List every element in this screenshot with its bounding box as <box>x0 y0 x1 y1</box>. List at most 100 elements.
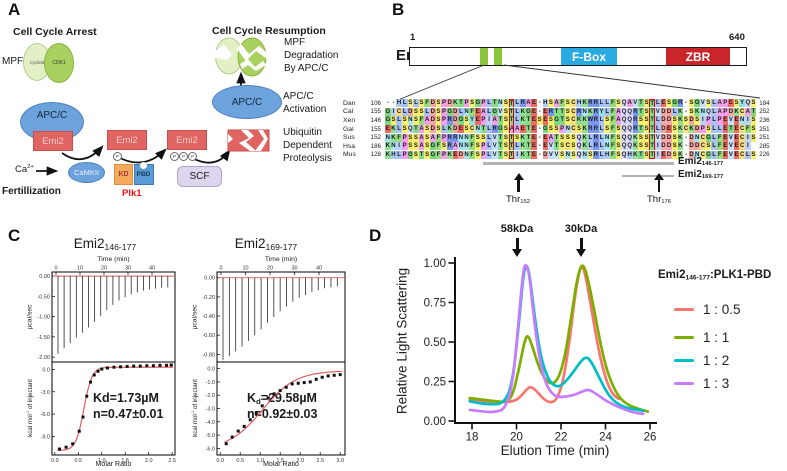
residue: E <box>722 125 729 134</box>
residue: F <box>745 125 751 134</box>
binding-data-point <box>230 435 234 439</box>
residue: T <box>418 150 425 159</box>
residue: F <box>559 99 565 108</box>
fbox-domain: F-Box <box>561 48 617 65</box>
residue: - <box>684 108 687 115</box>
binding-data-point <box>290 382 294 386</box>
ucal-tick-label: -0.80 <box>202 352 215 358</box>
residue-boxed: A <box>508 125 515 134</box>
residue: S <box>671 116 678 125</box>
residue: P <box>480 116 487 125</box>
residue: E <box>385 125 391 134</box>
residue: - <box>538 143 541 150</box>
residue: S <box>638 133 644 142</box>
residue: K <box>587 107 594 116</box>
residue: S <box>503 99 509 108</box>
peak-30kda-arrow-icon <box>576 238 586 257</box>
residue: S <box>705 125 712 134</box>
residue: D <box>407 107 414 116</box>
kcal-tick-label: 0.0 <box>207 367 215 373</box>
binding-data-point <box>138 364 142 368</box>
residue: V <box>655 133 661 142</box>
sec-y-tick-label: 0.00 <box>424 416 446 428</box>
residue: K <box>688 125 695 134</box>
residue: Q <box>576 133 582 142</box>
panel-a-label: A <box>8 0 21 19</box>
binding-data-point <box>248 418 252 422</box>
residue: S <box>615 125 622 134</box>
residue: L <box>514 142 520 151</box>
residue: G <box>553 116 560 125</box>
residue: I <box>390 107 397 116</box>
itc1-kd-value: Kd=1.73µM <box>93 391 159 406</box>
residue: S <box>469 99 475 108</box>
legend-label: 1 : 2 <box>703 353 730 368</box>
residue: T <box>491 99 498 108</box>
residue: D <box>688 116 695 125</box>
panel-b-label: B <box>392 0 405 19</box>
itc-plot: 0 10 20 30 40 0.00 -0.20 -0.40 -0.60 -0.80 0.0 -1.0… <box>202 266 346 464</box>
residue: S <box>480 133 487 142</box>
time-tick-label: 30 <box>125 266 131 272</box>
residue: K <box>581 99 588 108</box>
kcal-tick-label: -1.0 <box>206 380 215 386</box>
itc-bottom-frame <box>216 361 346 456</box>
residue: Q <box>621 99 627 108</box>
residue: S <box>576 125 582 134</box>
time-tick-label: 20 <box>267 266 273 272</box>
residue: S <box>413 107 419 116</box>
residue: D <box>666 150 672 159</box>
residue: S <box>424 150 430 159</box>
residue: S <box>559 133 565 142</box>
residue: F <box>716 133 723 142</box>
binding-data-point <box>92 373 96 377</box>
residue: A <box>745 107 751 116</box>
residue-boxed: T <box>508 116 515 125</box>
residue: K <box>632 150 639 159</box>
residue: D <box>688 142 695 151</box>
residue: G <box>525 107 532 116</box>
residue: D <box>660 133 667 142</box>
residue: L <box>604 107 610 116</box>
residue: K <box>581 142 588 151</box>
start-residue-number: 155 <box>370 108 381 116</box>
residue: K <box>385 150 391 159</box>
residue: H <box>626 150 633 159</box>
residue: N <box>463 107 470 116</box>
residue: G <box>385 107 391 116</box>
cell-cycle-resumption-title: Cell Cycle Resumption <box>212 25 326 37</box>
residue: L <box>458 107 464 116</box>
residue: R <box>593 99 599 108</box>
residue: S <box>733 99 740 108</box>
residue: S <box>475 133 481 142</box>
residue: S <box>705 99 712 108</box>
panel-b-graphics <box>397 64 761 101</box>
residue: L <box>401 107 408 116</box>
residue: L <box>655 125 661 134</box>
residue: A <box>615 107 622 116</box>
residue: P <box>716 116 723 125</box>
residue: W <box>587 116 594 125</box>
residue: R <box>446 133 453 142</box>
residue: I <box>514 150 520 159</box>
residue: N <box>458 142 464 151</box>
residue: P <box>401 150 408 159</box>
legend-entry: 1 : 2 <box>674 353 729 368</box>
residue: E <box>531 150 537 159</box>
residue: - <box>538 134 541 141</box>
residue: G <box>497 125 504 134</box>
end-residue-number: 285 <box>759 142 770 150</box>
legend-entry: 1 : 1 <box>674 330 729 345</box>
binding-data-point <box>169 363 173 367</box>
residue: G <box>694 99 700 108</box>
residue: - <box>684 100 687 107</box>
residue: K <box>520 107 526 116</box>
residue: Q <box>626 107 633 116</box>
molar-ratio-tick-label: 1.5 <box>121 458 129 464</box>
binding-data-point <box>58 447 62 451</box>
residue: A <box>480 107 487 116</box>
residue: A <box>424 116 430 125</box>
residue: A <box>615 116 622 125</box>
binding-fit-line <box>57 366 174 451</box>
